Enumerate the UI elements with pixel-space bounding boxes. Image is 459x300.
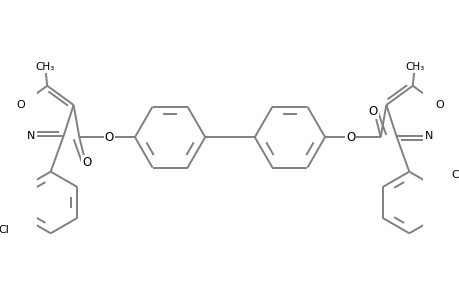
Text: O: O (434, 100, 442, 110)
Text: O: O (104, 131, 114, 144)
Text: O: O (82, 156, 91, 169)
Text: CH₃: CH₃ (35, 61, 55, 71)
Text: Cl: Cl (0, 225, 9, 235)
Text: CH₃: CH₃ (404, 61, 424, 71)
Text: Cl: Cl (450, 170, 459, 180)
Text: N: N (424, 131, 432, 141)
Text: O: O (368, 105, 377, 118)
Text: O: O (17, 100, 25, 110)
Text: O: O (345, 131, 355, 144)
Text: N: N (27, 131, 35, 141)
